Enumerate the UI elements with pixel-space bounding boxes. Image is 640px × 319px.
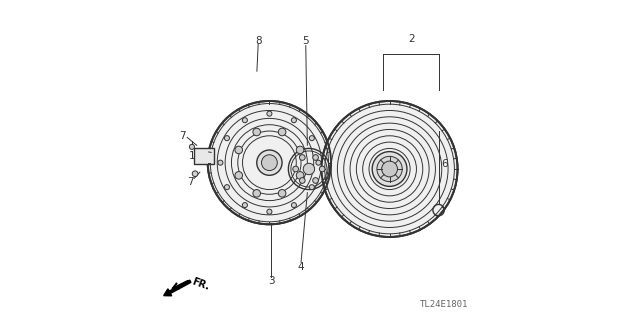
Circle shape <box>192 171 198 177</box>
Circle shape <box>309 185 314 190</box>
Circle shape <box>296 172 304 179</box>
Circle shape <box>267 209 272 214</box>
Text: 1: 1 <box>189 151 195 161</box>
Circle shape <box>291 118 296 123</box>
Circle shape <box>293 166 298 172</box>
FancyArrow shape <box>164 280 191 296</box>
Circle shape <box>189 144 195 149</box>
Circle shape <box>319 166 325 172</box>
Text: 3: 3 <box>268 276 275 286</box>
Circle shape <box>291 203 296 208</box>
Bar <box>193 148 214 164</box>
Text: 7: 7 <box>179 131 186 141</box>
Text: 6: 6 <box>442 159 448 169</box>
Circle shape <box>208 101 331 224</box>
Circle shape <box>321 101 458 237</box>
Circle shape <box>381 161 397 177</box>
Circle shape <box>235 172 243 179</box>
Circle shape <box>313 155 319 160</box>
Circle shape <box>218 160 223 165</box>
Circle shape <box>372 152 407 186</box>
Text: FR.: FR. <box>190 277 211 292</box>
Circle shape <box>262 155 277 171</box>
Circle shape <box>316 160 321 165</box>
Circle shape <box>313 178 319 183</box>
Circle shape <box>300 178 305 183</box>
Circle shape <box>377 156 402 182</box>
Circle shape <box>309 136 314 141</box>
Text: 8: 8 <box>255 36 262 46</box>
Text: 5: 5 <box>303 36 309 46</box>
Text: TL24E1801: TL24E1801 <box>420 300 468 309</box>
Text: 7: 7 <box>187 177 193 187</box>
Circle shape <box>300 155 305 160</box>
Circle shape <box>278 128 286 136</box>
Circle shape <box>253 189 260 197</box>
Circle shape <box>303 163 315 175</box>
Text: 4: 4 <box>298 262 305 272</box>
Circle shape <box>278 189 286 197</box>
Circle shape <box>243 118 248 123</box>
Circle shape <box>225 136 230 141</box>
Circle shape <box>267 111 272 116</box>
Circle shape <box>257 150 282 175</box>
Circle shape <box>225 185 230 190</box>
Circle shape <box>243 203 248 208</box>
Circle shape <box>296 146 304 154</box>
Circle shape <box>235 146 243 154</box>
Circle shape <box>253 128 260 136</box>
Text: 2: 2 <box>408 34 415 44</box>
Circle shape <box>289 148 330 189</box>
